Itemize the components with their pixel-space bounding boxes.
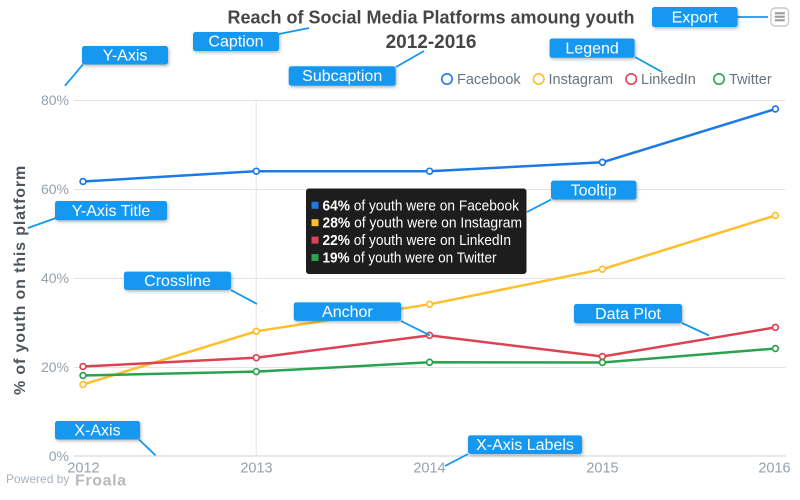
svg-text:28% of youth were on Instagram: 28% of youth were on Instagram <box>323 215 523 232</box>
svg-text:Subcaption: Subcaption <box>302 68 382 85</box>
svg-text:2012: 2012 <box>67 461 99 477</box>
svg-text:% of youth on this platform: % of youth on this platform <box>12 165 29 395</box>
svg-text:20%: 20% <box>41 359 69 375</box>
svg-text:Froala: Froala <box>75 473 127 490</box>
svg-text:Anchor: Anchor <box>322 304 373 321</box>
svg-text:Tooltip: Tooltip <box>571 182 617 199</box>
svg-text:80%: 80% <box>41 92 69 108</box>
svg-text:Powered by: Powered by <box>6 472 69 486</box>
svg-text:Crossline: Crossline <box>144 273 211 290</box>
svg-text:Export: Export <box>672 9 719 26</box>
svg-text:X-Axis Labels: X-Axis Labels <box>476 437 574 454</box>
svg-text:Legend: Legend <box>565 40 618 57</box>
svg-text:2014: 2014 <box>413 461 445 477</box>
svg-text:64% of youth were on Facebook: 64% of youth were on Facebook <box>323 197 520 214</box>
svg-text:Y-Axis: Y-Axis <box>103 48 148 65</box>
svg-text:2016: 2016 <box>758 461 790 477</box>
svg-text:Facebook: Facebook <box>457 72 521 88</box>
svg-text:Twitter: Twitter <box>729 72 772 88</box>
svg-text:0%: 0% <box>49 448 69 464</box>
svg-text:Caption: Caption <box>208 34 263 51</box>
svg-text:Data Plot: Data Plot <box>595 306 661 323</box>
svg-text:2015: 2015 <box>586 461 618 477</box>
svg-text:60%: 60% <box>41 181 69 197</box>
svg-text:19% of youth were on Twitter: 19% of youth were on Twitter <box>323 250 497 267</box>
svg-text:Instagram: Instagram <box>549 72 613 88</box>
svg-text:2013: 2013 <box>240 461 272 477</box>
svg-text:Reach of Social Media Platform: Reach of Social Media Platforms amoung y… <box>227 8 634 28</box>
svg-text:22% of youth were on LinkedIn: 22% of youth were on LinkedIn <box>323 232 512 249</box>
svg-text:X-Axis: X-Axis <box>74 423 120 440</box>
svg-text:2012-2016: 2012-2016 <box>386 32 477 53</box>
svg-text:LinkedIn: LinkedIn <box>641 72 696 88</box>
svg-text:Y-Axis Title: Y-Axis Title <box>72 203 151 220</box>
svg-text:40%: 40% <box>41 270 69 286</box>
